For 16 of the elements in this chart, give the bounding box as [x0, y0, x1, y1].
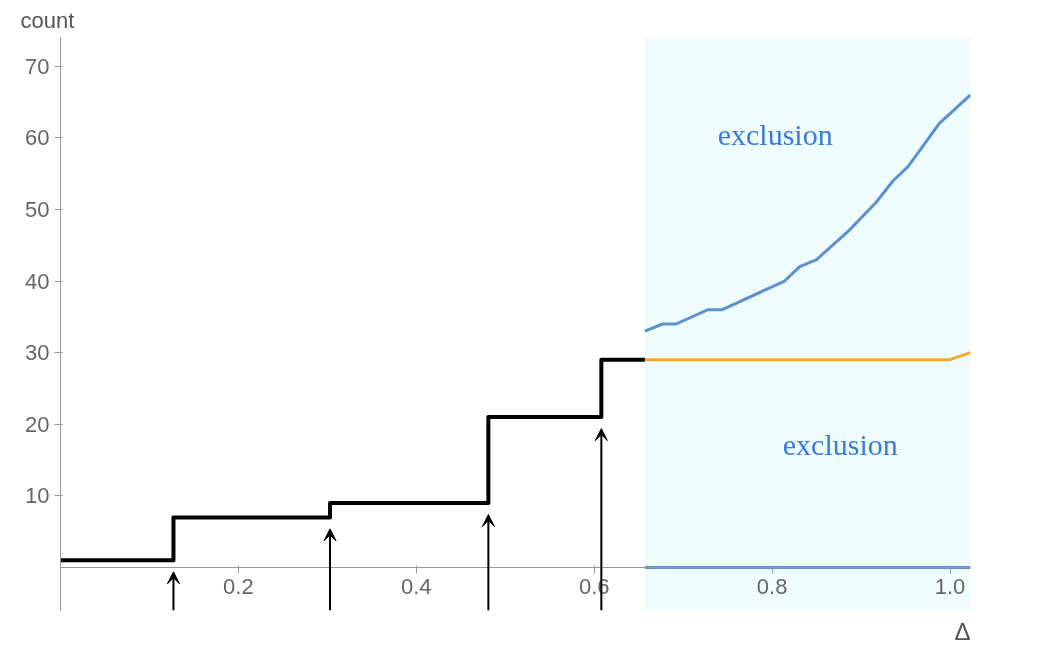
x-tick-label: 0.8	[756, 573, 788, 599]
y-tick-label: 30	[25, 340, 50, 366]
y-tick-label: 40	[25, 268, 50, 294]
line-series	[643, 93, 971, 333]
x-tick-label: 0.2	[223, 573, 254, 599]
y-tick-label: 70	[25, 53, 50, 79]
annotation: exclusion	[717, 118, 833, 152]
annotation: exclusion	[782, 427, 898, 461]
y-tick-label: 60	[25, 125, 50, 151]
x-tick-label: 0.4	[401, 573, 432, 599]
y-axis-title: count	[20, 7, 75, 33]
x-tick-label: 1.0	[934, 573, 966, 599]
y-tick-label: 50	[25, 196, 50, 222]
y-tick-label: 20	[25, 411, 50, 437]
y-tick-label: 10	[25, 483, 50, 509]
x-axis-title: Δ	[954, 617, 971, 645]
